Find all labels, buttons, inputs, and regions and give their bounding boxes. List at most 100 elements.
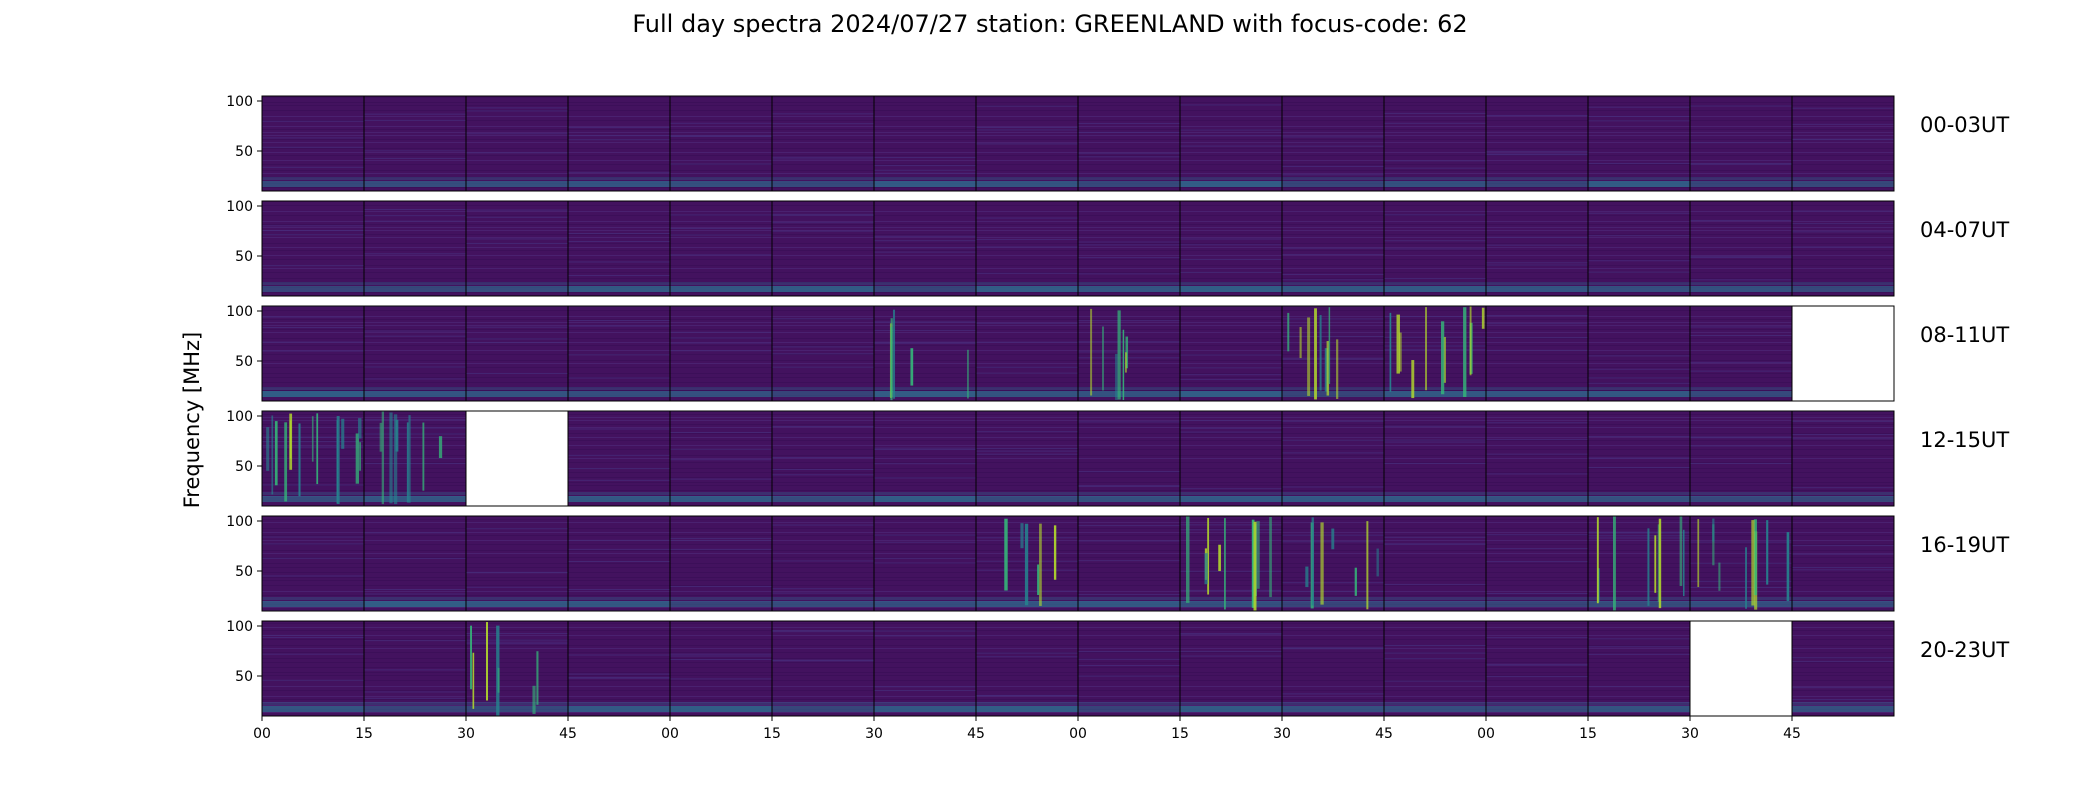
y-tick-label: 100 — [226, 94, 253, 110]
y-tick-label: 100 — [226, 619, 253, 635]
spectrum-panel — [873, 95, 977, 192]
spectrum-panel — [363, 410, 467, 507]
spectrum-panel — [363, 200, 467, 297]
spectrum-panel — [1179, 95, 1283, 192]
spectrum-panel — [261, 305, 365, 402]
row-label: 12-15UT — [1920, 428, 2009, 452]
spectrum-panel — [465, 305, 569, 402]
spectrum-panel — [1485, 515, 1589, 612]
spectrum-panel — [1383, 305, 1487, 402]
y-tick-label: 50 — [235, 354, 253, 370]
spectrum-panel — [1179, 200, 1283, 297]
spectrum-panel — [1485, 95, 1589, 192]
y-tick-label: 100 — [226, 199, 253, 215]
x-tick-label: 30 — [865, 726, 883, 742]
spectrum-panel — [771, 305, 875, 402]
panels-layer — [261, 95, 1895, 717]
axes-layer: 100 50 00-03UT 100 50 04-07UT 100 50 08-11UT 100 5… — [226, 94, 2009, 742]
spectrum-panel — [567, 95, 671, 192]
spectrum-panel — [771, 620, 875, 717]
y-tick-label: 50 — [235, 459, 253, 475]
spectrum-panel — [1791, 95, 1895, 192]
spectrum-panel — [975, 200, 1079, 297]
x-tick-label: 45 — [559, 726, 577, 742]
spectrum-panel — [1587, 620, 1691, 717]
y-tick-label: 50 — [235, 669, 253, 685]
spectrum-panel — [261, 410, 365, 507]
spectrum-panel — [1179, 410, 1283, 507]
spectrum-panel — [975, 410, 1079, 507]
x-tick-label: 15 — [763, 726, 781, 742]
spectrum-panel — [873, 515, 977, 612]
x-tick-label: 45 — [967, 726, 985, 742]
spectrum-panel — [1179, 305, 1283, 402]
spectrum-panel — [261, 95, 365, 192]
x-tick-label: 30 — [1681, 726, 1699, 742]
spectrum-panel — [1791, 200, 1895, 297]
spectrum-panel — [567, 620, 671, 717]
spectrum-panel — [1689, 200, 1793, 297]
spectrum-panel — [975, 620, 1079, 717]
spectrum-panel — [363, 305, 467, 402]
spectrum-panel — [1485, 200, 1589, 297]
spectrum-panel — [363, 515, 467, 612]
x-tick-label: 00 — [253, 726, 271, 742]
x-tick-label: 00 — [661, 726, 679, 742]
spectrum-panel — [1281, 305, 1385, 402]
spectrum-panel — [1383, 200, 1487, 297]
spectrum-panel — [465, 410, 569, 507]
y-tick-label: 50 — [235, 564, 253, 580]
x-tick-label: 00 — [1477, 726, 1495, 742]
spectrum-panel — [975, 305, 1079, 402]
spectrum-panel — [465, 620, 569, 717]
spectrum-panel — [261, 515, 365, 612]
spectrum-panel — [1689, 515, 1793, 612]
spectrum-panel — [669, 515, 773, 612]
spectrum-panel — [1281, 620, 1385, 717]
x-tick-label: 15 — [1171, 726, 1189, 742]
x-tick-label: 15 — [1579, 726, 1597, 742]
spectrum-panel — [1791, 305, 1895, 402]
spectrum-panel — [1281, 410, 1385, 507]
spectrum-panel — [1689, 305, 1793, 402]
spectrum-panel — [1077, 200, 1181, 297]
row-label: 04-07UT — [1920, 218, 2009, 242]
spectrum-panel — [1689, 620, 1793, 717]
spectrum-panel — [1587, 410, 1691, 507]
x-tick-label: 00 — [1069, 726, 1087, 742]
spectrum-panel — [261, 200, 365, 297]
spectrum-panel — [1791, 620, 1895, 717]
spectrum-panel — [873, 305, 977, 402]
spectrum-panel — [1485, 410, 1589, 507]
spectrum-panel — [873, 620, 977, 717]
spectrum-panel — [1077, 620, 1181, 717]
y-tick-label: 50 — [235, 249, 253, 265]
row-label: 08-11UT — [1920, 323, 2009, 347]
spectrum-panel — [1689, 410, 1793, 507]
spectrum-panel — [771, 95, 875, 192]
spectrum-panel — [1077, 305, 1181, 402]
y-tick-label: 100 — [226, 514, 253, 530]
spectrum-panel — [465, 95, 569, 192]
row-label: 16-19UT — [1920, 533, 2009, 557]
spectrum-panel — [567, 515, 671, 612]
row-label: 00-03UT — [1920, 113, 2009, 137]
spectrum-panel — [1281, 95, 1385, 192]
row-label: 20-23UT — [1920, 638, 2009, 662]
y-tick-label: 50 — [235, 144, 253, 160]
x-tick-label: 30 — [457, 726, 475, 742]
spectrum-panel — [1689, 95, 1793, 192]
spectrum-panel — [567, 305, 671, 402]
spectrum-panel — [1077, 410, 1181, 507]
spectrum-panel — [873, 410, 977, 507]
spectrum-panel — [1077, 95, 1181, 192]
y-tick-label: 100 — [226, 409, 253, 425]
spectrum-panel — [1587, 200, 1691, 297]
spectrum-panel — [1179, 620, 1283, 717]
spectrum-panel — [1281, 200, 1385, 297]
spectrum-panel — [1383, 620, 1487, 717]
spectrum-panel — [1485, 305, 1589, 402]
spectrum-panel — [669, 410, 773, 507]
spectrum-panel — [363, 95, 467, 192]
spectrum-panel — [1179, 515, 1283, 612]
